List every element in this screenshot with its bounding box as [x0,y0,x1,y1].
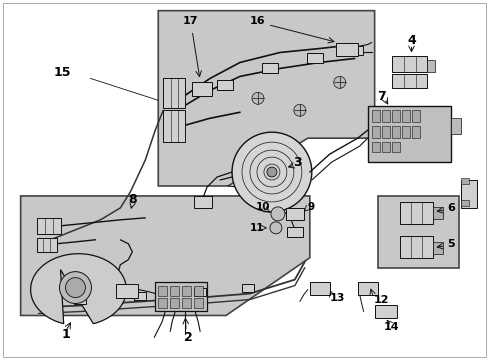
Bar [309,282,329,294]
Bar [461,178,468,184]
Bar [37,218,61,234]
Bar [427,60,435,72]
Bar [399,202,432,224]
Circle shape [60,272,91,303]
Bar [194,196,212,208]
Bar [286,227,302,237]
Bar [367,106,450,162]
Bar [374,305,396,319]
Bar [182,285,191,296]
Bar [461,200,468,206]
Text: 17: 17 [182,15,198,26]
Bar [381,110,389,122]
Text: 16: 16 [250,15,265,26]
Bar [194,288,205,296]
Bar [411,126,419,138]
Bar [74,296,86,303]
Bar [170,285,179,296]
Bar [37,238,57,252]
Circle shape [232,132,311,212]
Bar [461,180,476,208]
Circle shape [266,167,276,177]
Bar [411,110,419,122]
Bar [217,80,233,90]
Bar [391,57,427,72]
Text: 13: 13 [329,293,345,302]
Bar [116,284,138,298]
Bar [357,282,377,294]
Bar [242,284,253,292]
Bar [346,45,362,55]
Polygon shape [377,196,458,268]
Bar [371,142,379,152]
Bar [158,298,167,307]
Text: 8: 8 [128,193,136,206]
Bar [399,236,432,258]
Polygon shape [20,196,309,315]
Text: 6: 6 [447,203,454,213]
Bar [391,142,399,152]
Bar [391,110,399,122]
Text: 9: 9 [307,202,314,212]
Text: 3: 3 [293,156,302,168]
Circle shape [251,92,264,104]
Text: 7: 7 [376,90,385,103]
Bar [432,242,443,254]
Text: 4: 4 [407,34,415,47]
Circle shape [269,222,281,234]
Bar [163,78,185,108]
Bar [371,110,379,122]
Bar [306,54,322,63]
Bar [163,110,185,142]
Bar [285,208,303,220]
Text: 1: 1 [61,328,70,341]
Bar [170,298,179,307]
Bar [391,126,399,138]
Text: 11: 11 [249,223,264,233]
Text: 5: 5 [447,239,454,249]
Bar [155,282,207,311]
Bar [450,118,461,134]
Text: 14: 14 [383,323,399,332]
Bar [262,63,277,73]
Text: 10: 10 [255,202,269,212]
Bar [194,285,203,296]
Bar [192,82,212,96]
Bar [381,126,389,138]
Text: 2: 2 [183,331,192,344]
Bar [381,142,389,152]
Polygon shape [31,254,126,324]
Text: 12: 12 [373,294,388,305]
Polygon shape [158,11,374,186]
Bar [182,298,191,307]
Circle shape [270,207,285,221]
Bar [158,285,167,296]
Circle shape [333,76,345,88]
Text: 15: 15 [54,66,71,79]
Bar [194,298,203,307]
Bar [401,126,408,138]
Circle shape [65,278,85,298]
Bar [401,110,408,122]
Bar [432,207,443,219]
Bar [371,126,379,138]
Bar [134,292,146,300]
Bar [391,75,427,88]
Circle shape [293,104,305,116]
Bar [335,42,357,57]
